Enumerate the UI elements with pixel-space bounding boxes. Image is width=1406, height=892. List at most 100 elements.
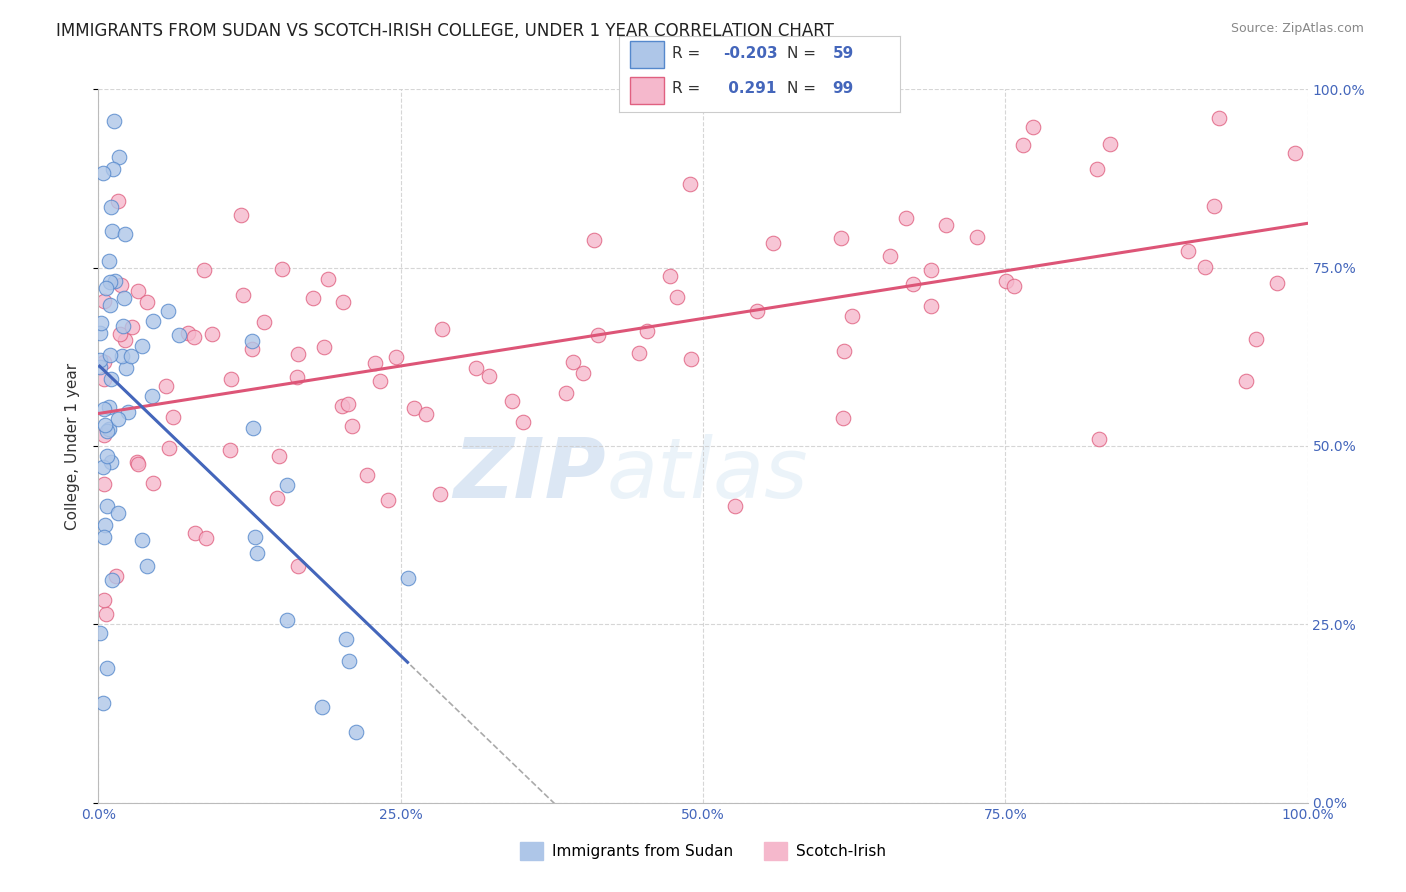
- Point: [142, 314, 165, 328]
- Point: [117, 405, 139, 419]
- Point: [169, 328, 191, 343]
- Point: [368, 375, 391, 389]
- Point: [156, 304, 179, 318]
- Point: [93, 372, 115, 386]
- Text: R =: R =: [672, 81, 706, 96]
- Point: [636, 324, 658, 338]
- Point: [276, 614, 298, 628]
- Point: [966, 230, 988, 244]
- Point: [89, 625, 111, 640]
- Point: [287, 346, 309, 360]
- Point: [935, 218, 957, 232]
- Point: [582, 233, 605, 247]
- Point: [127, 457, 149, 471]
- Point: [93, 402, 115, 417]
- Point: [101, 224, 124, 238]
- Point: [562, 355, 585, 369]
- Point: [679, 351, 702, 366]
- Point: [1234, 374, 1257, 388]
- Point: [100, 455, 122, 469]
- Point: [218, 442, 240, 457]
- Point: [114, 227, 136, 241]
- Point: [93, 355, 115, 369]
- Point: [287, 370, 309, 384]
- Point: [1194, 260, 1216, 274]
- Point: [90, 316, 112, 330]
- Point: [98, 422, 121, 436]
- Point: [94, 417, 117, 432]
- Point: [364, 356, 387, 370]
- Point: [1246, 332, 1268, 346]
- Point: [1265, 276, 1288, 290]
- Point: [276, 477, 298, 491]
- Point: [465, 360, 488, 375]
- Point: [142, 475, 165, 490]
- Point: [920, 262, 942, 277]
- Point: [114, 333, 136, 347]
- Point: [141, 389, 163, 403]
- Point: [91, 697, 114, 711]
- Point: [302, 291, 325, 305]
- Point: [98, 253, 121, 268]
- Point: [1099, 136, 1122, 151]
- Point: [120, 350, 142, 364]
- Point: [588, 327, 610, 342]
- Point: [107, 194, 129, 209]
- Bar: [630, 77, 664, 104]
- Point: [91, 460, 114, 475]
- Point: [98, 348, 121, 362]
- Point: [314, 340, 336, 354]
- Point: [121, 319, 143, 334]
- Point: [240, 342, 263, 356]
- Point: [377, 492, 399, 507]
- Point: [724, 499, 747, 513]
- Y-axis label: College, Under 1 year: College, Under 1 year: [65, 362, 80, 530]
- Point: [572, 367, 595, 381]
- Text: 59: 59: [832, 46, 853, 62]
- Point: [127, 284, 149, 298]
- Point: [242, 334, 264, 349]
- Point: [111, 349, 134, 363]
- Point: [201, 327, 224, 342]
- Point: [125, 455, 148, 469]
- Point: [287, 559, 309, 574]
- Point: [100, 372, 122, 386]
- Text: 99: 99: [832, 81, 853, 96]
- Point: [430, 322, 453, 336]
- Point: [93, 294, 115, 309]
- Point: [1011, 138, 1033, 153]
- Text: ZIP: ZIP: [454, 434, 606, 515]
- Point: [183, 330, 205, 344]
- Point: [242, 421, 264, 435]
- Point: [98, 276, 121, 290]
- Point: [628, 346, 651, 360]
- Point: [93, 530, 115, 544]
- Point: [501, 393, 523, 408]
- Bar: [630, 41, 664, 69]
- Point: [832, 410, 855, 425]
- Text: R =: R =: [672, 46, 706, 62]
- Point: [96, 607, 118, 622]
- Point: [316, 272, 339, 286]
- Point: [232, 288, 254, 302]
- Point: [93, 593, 115, 607]
- Point: [679, 177, 702, 191]
- Point: [101, 573, 124, 587]
- Point: [131, 339, 153, 353]
- Point: [330, 399, 353, 413]
- Point: [97, 400, 120, 414]
- Point: [96, 661, 118, 675]
- Point: [96, 280, 118, 294]
- Point: [415, 408, 437, 422]
- Point: [340, 419, 363, 434]
- Point: [91, 165, 114, 179]
- Point: [396, 571, 419, 585]
- Point: [879, 249, 901, 263]
- Point: [253, 315, 276, 329]
- Point: [901, 277, 924, 292]
- Point: [429, 487, 451, 501]
- Point: [157, 441, 180, 455]
- Point: [155, 378, 177, 392]
- Point: [1284, 145, 1306, 160]
- Point: [162, 409, 184, 424]
